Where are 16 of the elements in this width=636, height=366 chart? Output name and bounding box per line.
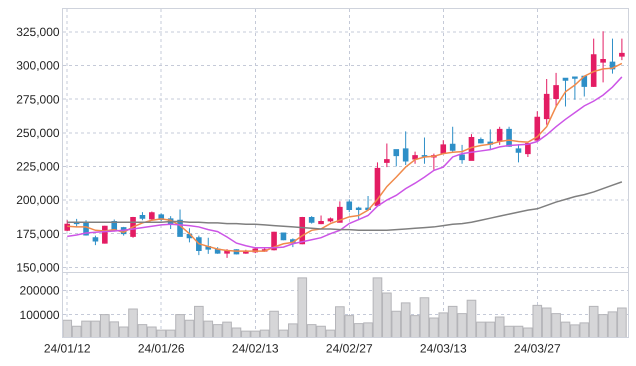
x-tick-label: 24/03/13 <box>420 341 467 356</box>
x-tick-label: 24/01/26 <box>138 341 185 356</box>
y-tick-label: 325,000 <box>16 25 60 40</box>
y-tick-label: 275,000 <box>16 92 60 106</box>
y-tick-label: 100000 <box>20 308 60 322</box>
y-tick-label: 250,000 <box>16 126 60 140</box>
y-tick-label: 150,000 <box>16 260 60 274</box>
y-tick-label: 200000 <box>20 283 60 298</box>
x-tick-label: 24/02/27 <box>326 341 373 356</box>
x-tick-label: 24/02/13 <box>232 341 279 356</box>
y-tick-label: 300,000 <box>16 58 60 73</box>
x-tick-label: 24/03/27 <box>514 341 561 356</box>
y-tick-label: 225,000 <box>16 160 60 174</box>
y-tick-label: 200,000 <box>16 193 60 208</box>
y-tick-label: 175,000 <box>16 226 60 241</box>
x-tick-label: 24/01/12 <box>44 341 91 356</box>
